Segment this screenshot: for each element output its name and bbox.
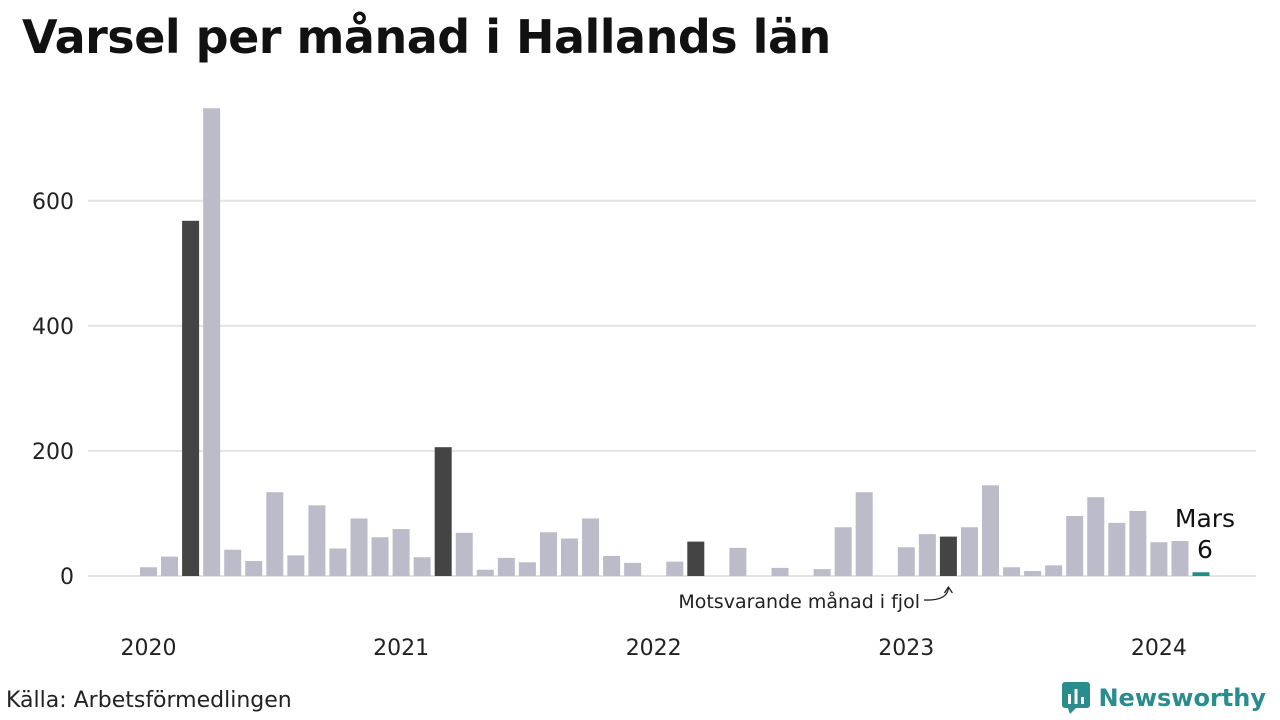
annotation-arrow [923,587,950,601]
bar [266,492,284,576]
bar [224,549,242,576]
bar [666,561,684,576]
source-note: Källa: Arbetsförmedlingen [6,688,292,713]
bar [729,547,747,576]
x-tick-label: 2020 [121,636,177,661]
bar [771,567,789,576]
bar [603,555,621,576]
x-tick-label: 2021 [373,636,429,661]
bar [1129,510,1147,576]
bar [539,532,557,576]
bar [476,569,494,576]
brand-logo[interactable]: Newsworthy [1062,682,1266,714]
bar [1108,522,1126,576]
newsworthy-logo-icon [1062,682,1091,714]
bars [140,108,1210,576]
bar [1024,570,1042,576]
x-tick-label: 2024 [1131,636,1187,661]
bar [982,485,999,576]
y-tick-label: 400 [32,315,74,340]
bar [392,529,410,576]
bar [371,537,389,576]
bar [1192,572,1210,576]
x-tick-label: 2022 [626,636,682,661]
annotation-arrowhead [943,585,953,594]
bar [308,505,326,576]
y-tick-label: 600 [32,190,74,215]
bar [687,541,705,576]
bar [960,527,978,576]
bar-chart: 0 200 400 600 2020 2021 2022 2023 2024 Motsvara… [32,108,1256,661]
bar [350,518,368,576]
bar [561,538,578,576]
bar [203,108,221,576]
x-axis-ticks: 2020 2021 2022 2023 2024 [121,636,1187,661]
bar [287,555,305,576]
bar [497,557,515,576]
brand-name: Newsworthy [1098,684,1266,712]
bar [918,534,936,576]
bar [897,547,915,576]
bar [1066,515,1084,576]
bar [245,560,263,576]
x-tick-label: 2023 [878,636,934,661]
bar [1045,565,1063,576]
bar [329,548,347,576]
bar [1003,567,1021,576]
bar [855,492,873,576]
bar [518,562,536,576]
y-tick-label: 200 [32,440,74,465]
bar [434,447,452,576]
bar [1171,540,1189,576]
current-value-label: 6 [1197,535,1213,564]
last-year-annotation: Motsvarande månad i fjol [678,590,920,613]
bar [413,557,431,576]
current-month-label: Mars [1175,504,1235,533]
bar [1087,497,1105,576]
bar [1150,542,1168,576]
annotations: Motsvarande månad i fjol Mars 6 [678,504,1235,613]
bar [834,527,852,576]
y-tick-label: 0 [60,565,74,590]
bar [582,518,600,576]
bar [182,220,200,576]
y-axis-ticks: 0 200 400 600 [32,190,74,590]
bar [455,532,473,576]
bar [624,562,642,576]
bar [161,556,179,576]
bar [140,567,157,576]
chart-title: Varsel per månad i Hallands län [22,10,831,64]
bar [939,536,957,576]
bar [813,569,831,576]
